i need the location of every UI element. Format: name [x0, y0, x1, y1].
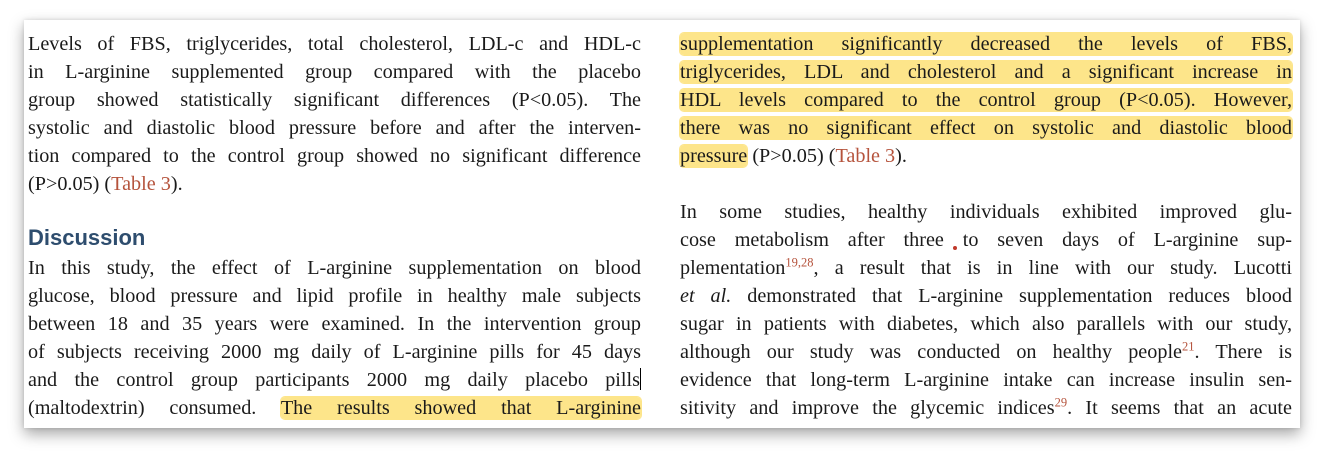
text-fragment: . There is: [1194, 341, 1292, 363]
text-fragment: . It seems that an acute: [1067, 397, 1292, 419]
highlighted-text[interactable]: HDL levels compared to the control group…: [680, 89, 1292, 111]
highlighted-text[interactable]: pressure: [680, 145, 748, 167]
text-line: glucose, blood pressure and lipid profil…: [28, 285, 641, 307]
text-cursor: [640, 368, 641, 390]
text-line: Levels of FBS, triglycerides, total chol…: [28, 33, 641, 55]
text-line: systolic and diastolic blood pressure be…: [28, 117, 641, 139]
document-page: Levels of FBS, triglycerides, total chol…: [24, 20, 1300, 428]
text-line: et al. demonstrated that L-arginine supp…: [680, 282, 1292, 310]
text-line: and the control group participants 2000 …: [28, 366, 641, 394]
highlighted-text[interactable]: The results showed that L-arginine: [280, 397, 641, 419]
section-heading: Discussion: [28, 225, 146, 250]
text-fragment: although our study was conducted on heal…: [680, 341, 1183, 363]
table-3-link[interactable]: Table 3: [835, 145, 896, 167]
text-fragment: (P>0.05) (: [28, 173, 112, 195]
citation-link[interactable]: 21: [1182, 339, 1195, 354]
text-line: there was no significant effect on systo…: [680, 114, 1292, 142]
text-line: cose metabolism after three to seven day…: [680, 229, 1292, 251]
text-line: supplementation significantly decreased …: [680, 30, 1292, 58]
highlighted-text[interactable]: there was no significant effect on systo…: [680, 117, 1292, 139]
text-line: triglycerides, LDL and cholesterol and a…: [680, 58, 1292, 86]
text-fragment: and the control group participants 2000 …: [28, 369, 640, 391]
highlighted-text[interactable]: supplementation significantly decreased …: [680, 33, 1292, 55]
text-line: in L-arginine supplemented group compare…: [28, 61, 641, 83]
text-line: although our study was conducted on heal…: [680, 338, 1292, 366]
text-line: In this study, the effect of L-arginine …: [28, 257, 641, 279]
italic-text: et al.: [680, 285, 732, 307]
text-fragment: demonstrated that L-arginine supplementa…: [731, 285, 1292, 307]
text-fragment: plementation: [680, 257, 786, 279]
text-fragment: ).: [895, 145, 907, 167]
text-line: group showed statistically significant d…: [28, 89, 641, 111]
citation-link[interactable]: 19,28: [785, 255, 814, 270]
text-line: pressure (P>0.05) (Table 3).: [680, 142, 1292, 170]
text-line: In some studies, healthy individuals exh…: [680, 201, 1292, 223]
citation-link[interactable]: 29: [1054, 395, 1068, 410]
text-line: plementation19,28, a result that is in l…: [680, 254, 1292, 282]
text-line: between 18 and 35 years were examined. I…: [28, 313, 641, 335]
text-fragment: , a result that is in line with our stud…: [813, 257, 1292, 279]
text-line: (maltodextrin) consumed. The results sho…: [28, 394, 641, 422]
text-fragment: ).: [170, 173, 183, 195]
text-line: (P>0.05) (Table 3).: [28, 170, 641, 198]
text-line: sitivity and improve the glycemic indice…: [680, 394, 1292, 422]
text-fragment: (maltodextrin) consumed.: [28, 397, 257, 419]
text-line: evidence that long-term L-arginine intak…: [680, 369, 1292, 391]
text-fragment: (P>0.05) (: [747, 145, 836, 167]
text-line: of subjects receiving 2000 mg daily of L…: [28, 341, 641, 363]
text-fragment: sitivity and improve the glycemic indice…: [680, 397, 1055, 419]
text-line: tion compared to the control group showe…: [28, 145, 641, 167]
table-3-link[interactable]: Table 3: [111, 173, 171, 195]
text-line: sugar in patients with diabetes, which a…: [680, 313, 1292, 335]
annotation-dot: [953, 246, 957, 250]
text-line: HDL levels compared to the control group…: [680, 86, 1292, 114]
highlighted-text[interactable]: triglycerides, LDL and cholesterol and a…: [680, 61, 1292, 83]
